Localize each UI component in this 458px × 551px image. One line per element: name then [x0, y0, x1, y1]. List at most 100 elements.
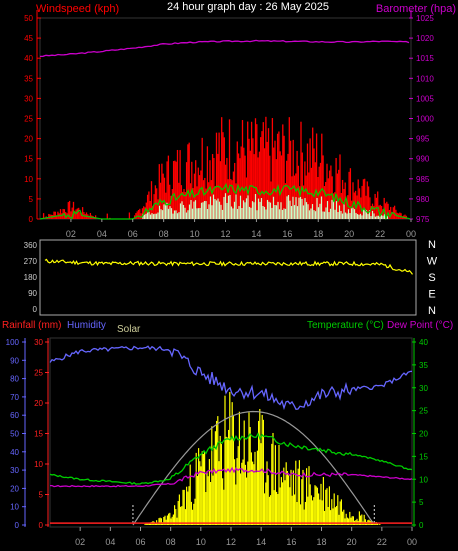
rain-tick-label: 30: [34, 338, 43, 347]
humidity-tick-label: 50: [10, 430, 19, 439]
temperature-tick-label: 10: [419, 475, 428, 484]
temperature-tick-label: 25: [419, 407, 428, 416]
temperature-tick-label: 20: [419, 430, 428, 439]
rain-tick-label: 0: [39, 521, 44, 530]
temperature-tick-label: 15: [419, 452, 428, 461]
temperature-tick-label: 0: [419, 521, 424, 530]
barometer-tick-label: 1005: [416, 94, 434, 103]
direction-tick-label: 180: [24, 273, 38, 282]
barometer-tick-label: 980: [416, 195, 430, 204]
humidity-line: [49, 345, 413, 411]
humidity-tick-label: 70: [10, 393, 19, 402]
top-x-tick-label: 14: [251, 229, 261, 239]
top-x-tick-label: 08: [159, 229, 169, 239]
humidity-tick-label: 100: [6, 338, 20, 347]
windspeed-tick-label: 25: [24, 115, 33, 124]
bottom-x-tick-label: 20: [347, 537, 357, 547]
rain-tick-label: 10: [34, 460, 43, 469]
humidity-tick-label: 90: [10, 356, 19, 365]
windspeed-tick-label: 20: [24, 135, 33, 144]
solar-axis-title: Solar: [117, 324, 141, 335]
top-x-tick-label: 10: [190, 229, 200, 239]
direction-ticks: 0 90 180 270 360: [24, 241, 38, 314]
bottom-plot: [49, 345, 413, 526]
bottom-x-tick-label: 00: [407, 537, 417, 547]
rain-tick-label: 25: [34, 369, 43, 378]
direction-tick-label: 0: [33, 305, 38, 314]
rain-tick-label: 5: [39, 491, 44, 500]
humidity-axis-title: Humidity: [67, 320, 106, 331]
humidity-tick-label: 10: [10, 503, 19, 512]
humidity-tick-label: 60: [10, 411, 19, 420]
barometer-axis-title: Barometer (hpa): [376, 3, 456, 15]
bottom-ticks: 0 10 20 30 40 50 60 70 80 90 100 0 5 10 15 20 25 30 0 5 10 15…: [6, 338, 429, 530]
bottom-x-tick-label: 18: [316, 537, 326, 547]
bottom-x-tick-label: 12: [226, 537, 236, 547]
top-x-ticks: 02 04 06 08 10 12 14 16 18 20 22 00: [66, 219, 416, 239]
top-x-tick-label: 00: [406, 229, 416, 239]
compass-label: S: [428, 272, 435, 284]
temperature-tick-label: 5: [419, 498, 424, 507]
compass-label: E: [428, 289, 435, 301]
direction-tick-label: 360: [24, 241, 38, 250]
temperature-axis-title: Temperature (°C): [307, 320, 384, 331]
windspeed-tick-label: 5: [29, 195, 34, 204]
barometer-tick-label: 1025: [416, 14, 434, 23]
rainfall-axis-title: Rainfall (mm): [2, 320, 61, 331]
bottom-x-ticks: 02 04 06 08 10 12 14 16 18 20 22 00: [75, 527, 417, 547]
bottom-x-tick-label: 06: [135, 537, 145, 547]
bottom-x-tick-label: 10: [196, 537, 206, 547]
windspeed-ticks: 0 5 10 15 20 25 30 35 40 45 50: [24, 14, 41, 224]
barometer-tick-label: 975: [416, 215, 430, 224]
bottom-x-tick-label: 08: [166, 537, 176, 547]
humidity-tick-label: 20: [10, 484, 19, 493]
bottom-x-tick-label: 02: [75, 537, 85, 547]
top-x-tick-label: 16: [282, 229, 292, 239]
windspeed-axis-title: Windspeed (kph): [36, 3, 119, 15]
barometer-tick-label: 1010: [416, 74, 434, 83]
barometer-tick-label: 1015: [416, 54, 434, 63]
direction-panel-frame: [39, 239, 417, 316]
chart-title: 24 hour graph day : 26 May 2025: [167, 1, 329, 13]
wind-plot: [39, 39, 411, 221]
windspeed-tick-label: 45: [24, 34, 33, 43]
humidity-tick-label: 80: [10, 375, 19, 384]
direction-plot: [44, 258, 413, 275]
compass-label: N: [428, 239, 436, 251]
top-x-tick-label: 12: [220, 229, 230, 239]
barometer-tick-label: 985: [416, 175, 430, 184]
barometer-tick-label: 1020: [416, 34, 434, 43]
rain-tick-label: 20: [34, 399, 43, 408]
solar-max-curve: [132, 410, 374, 526]
bottom-x-tick-label: 04: [105, 537, 115, 547]
top-x-tick-label: 18: [313, 229, 323, 239]
dewpoint-line: [50, 466, 413, 488]
windspeed-tick-label: 40: [24, 54, 33, 63]
humidity-tick-label: 30: [10, 466, 19, 475]
barometer-ticks: 975 980 985 990 995 1000 1005 1010 1015 1020 1025: [409, 14, 434, 224]
temperature-tick-label: 30: [419, 384, 428, 393]
windspeed-tick-label: 15: [24, 155, 33, 164]
barometer-tick-label: 990: [416, 155, 430, 164]
top-x-tick-label: 22: [375, 229, 385, 239]
direction-line: [44, 258, 413, 275]
windspeed-tick-label: 50: [24, 14, 33, 23]
bottom-x-tick-label: 16: [286, 537, 296, 547]
humidity-tick-label: 40: [10, 448, 19, 457]
bottom-x-tick-label: 22: [377, 537, 387, 547]
compass-label: W: [427, 256, 438, 268]
bottom-x-tick-label: 14: [256, 537, 266, 547]
wind-average-line: [39, 182, 411, 221]
dewpoint-axis-title: Dew Point (°C): [387, 320, 453, 331]
top-x-tick-label: 20: [344, 229, 354, 239]
temperature-tick-label: 35: [419, 361, 428, 370]
top-x-tick-label: 04: [97, 229, 107, 239]
temperature-tick-label: 40: [419, 338, 428, 347]
barometer-tick-label: 1000: [416, 115, 434, 124]
direction-tick-label: 270: [24, 257, 38, 266]
rain-tick-label: 15: [34, 430, 43, 439]
top-x-tick-label: 06: [128, 229, 138, 239]
humidity-tick-label: 0: [15, 521, 20, 530]
